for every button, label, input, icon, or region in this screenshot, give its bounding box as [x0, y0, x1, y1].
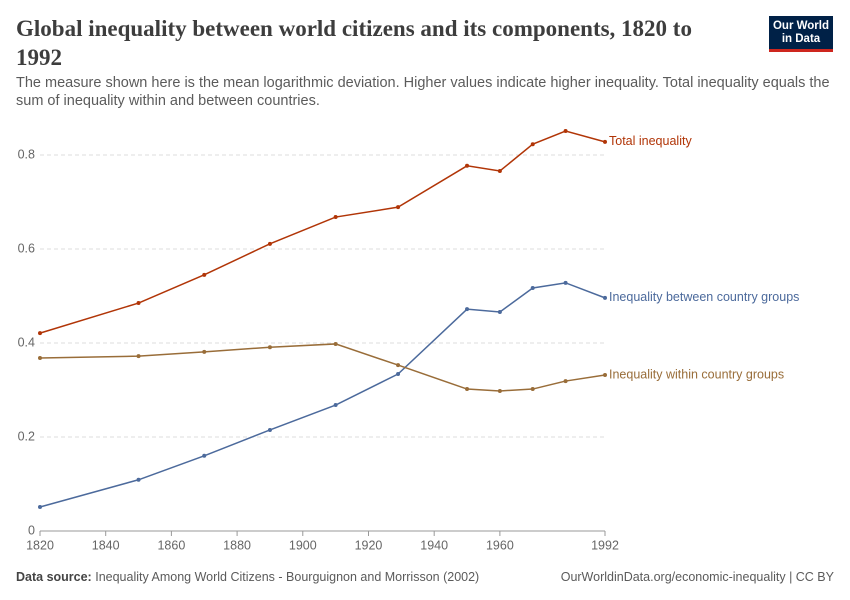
- chart-subtitle: The measure shown here is the mean logar…: [16, 75, 830, 109]
- point: [202, 272, 207, 277]
- footer: Data source: Inequality Among World Citi…: [16, 570, 834, 584]
- point: [603, 295, 607, 300]
- point: [563, 280, 568, 285]
- point: [333, 341, 338, 346]
- series-line: [39, 282, 606, 508]
- logo[interactable]: Our World in Data: [769, 16, 833, 52]
- y-tick-label: 0.4: [18, 335, 35, 349]
- point: [202, 453, 207, 458]
- point: [136, 477, 141, 482]
- x-tick-label: 1900: [289, 538, 317, 552]
- point: [38, 356, 42, 361]
- logo-line: in Data: [781, 33, 821, 45]
- x-tick-label: 1920: [355, 538, 383, 552]
- point: [563, 129, 568, 134]
- y-tick-label: 0: [28, 523, 35, 537]
- x-tick-label: 1940: [420, 538, 448, 552]
- point: [136, 301, 141, 306]
- point: [465, 387, 470, 392]
- point: [202, 349, 207, 354]
- y-tick-label: 0.2: [18, 429, 35, 443]
- point: [497, 309, 502, 314]
- point: [497, 388, 502, 393]
- series-label: Inequality between country groups: [609, 290, 799, 304]
- x-tick-label: 1960: [486, 538, 514, 552]
- x-tick-label: 1860: [157, 538, 185, 552]
- point: [267, 345, 272, 350]
- point: [333, 215, 338, 220]
- point: [465, 307, 470, 312]
- series-label: Total inequality: [609, 134, 692, 148]
- point: [563, 379, 568, 384]
- point: [38, 331, 42, 336]
- series-line: [39, 343, 606, 392]
- x-tick-label: 1880: [223, 538, 251, 552]
- x-tick-label: 1840: [92, 538, 120, 552]
- point: [267, 427, 272, 432]
- point: [333, 403, 338, 408]
- url[interactable]: OurWorldinData.org/economic-inequality |…: [560, 570, 834, 584]
- x-tick-label: 1820: [26, 538, 54, 552]
- series-line: [39, 130, 606, 334]
- point: [136, 354, 141, 359]
- point: [530, 142, 535, 147]
- point: [396, 363, 401, 368]
- point: [38, 505, 42, 510]
- logo-line: Our World: [772, 20, 829, 32]
- series-label: Inequality within country groups: [609, 367, 784, 381]
- source: Inequality Among World Citizens - Bourgu…: [95, 570, 480, 584]
- chart-title: Global inequality between world citizens…: [16, 16, 692, 70]
- point: [267, 241, 272, 246]
- point: [396, 205, 401, 210]
- source-label: Data source:: [16, 570, 92, 584]
- x-tick-label: 1992: [591, 538, 619, 552]
- point: [497, 168, 502, 173]
- y-tick-label: 0.8: [18, 147, 35, 161]
- point: [603, 139, 607, 144]
- y-tick-label: 0.6: [18, 241, 35, 255]
- point: [396, 372, 401, 377]
- point: [530, 286, 535, 291]
- point: [530, 387, 535, 392]
- point: [603, 372, 607, 377]
- point: [465, 163, 470, 168]
